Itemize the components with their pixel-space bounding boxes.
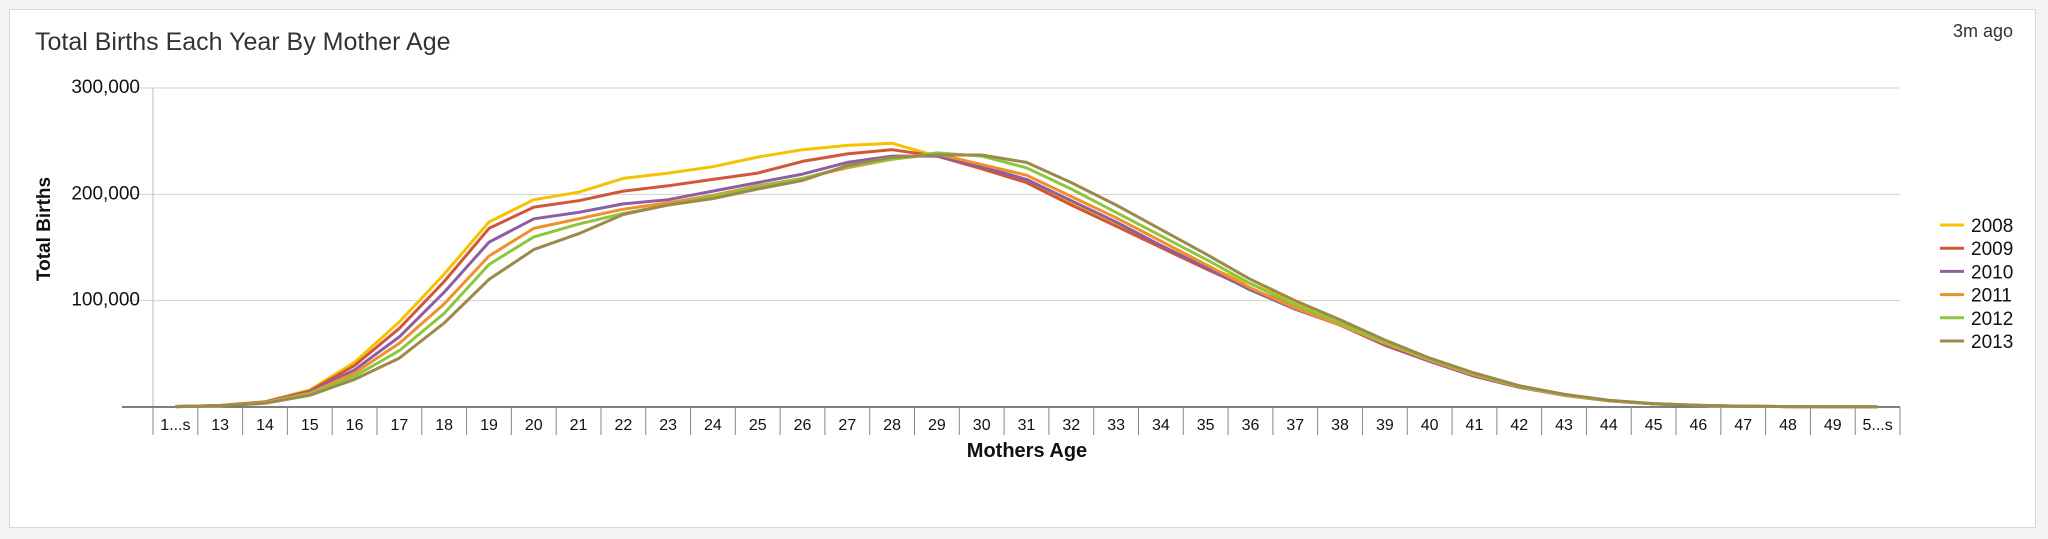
chart-panel: Total Births Each Year By Mother Age 3m … bbox=[9, 9, 2036, 528]
x-tick-label: 48 bbox=[1779, 417, 1797, 434]
x-tick-label: 43 bbox=[1555, 417, 1573, 434]
series-line-2012 bbox=[175, 151, 1878, 409]
x-tick-label: 35 bbox=[1197, 417, 1215, 434]
y-tick-label: 200,000 bbox=[71, 183, 140, 204]
x-tick-label: 27 bbox=[838, 417, 856, 434]
x-tick-label: 34 bbox=[1152, 417, 1170, 434]
series-line-2010 bbox=[175, 154, 1878, 409]
chart-title: Total Births Each Year By Mother Age bbox=[35, 28, 451, 56]
x-tick-label: 41 bbox=[1466, 417, 1484, 434]
y-tick-label: 300,000 bbox=[71, 77, 140, 98]
x-tick-label: 17 bbox=[390, 417, 408, 434]
x-tick-label: 33 bbox=[1107, 417, 1125, 434]
x-tick-label: 29 bbox=[928, 417, 946, 434]
legend-label-2010: 2010 bbox=[1971, 262, 2013, 283]
x-tick-label: 44 bbox=[1600, 417, 1618, 434]
x-tick-label: 14 bbox=[256, 417, 274, 434]
last-updated-timestamp: 3m ago bbox=[1952, 21, 2013, 41]
x-tick-label: 21 bbox=[570, 417, 588, 434]
x-tick-label: 37 bbox=[1286, 417, 1304, 434]
x-tick-label: 22 bbox=[614, 417, 632, 434]
series-line-2013 bbox=[175, 153, 1878, 409]
x-tick-label: 31 bbox=[1018, 417, 1036, 434]
x-tick-label: 18 bbox=[435, 417, 453, 434]
x-tick-label: 32 bbox=[1062, 417, 1080, 434]
series-line-2011 bbox=[175, 152, 1878, 409]
x-tick-label: 39 bbox=[1376, 417, 1394, 434]
x-tick-label: 40 bbox=[1421, 417, 1439, 434]
x-tick-label: 38 bbox=[1331, 417, 1349, 434]
x-tick-label: 13 bbox=[211, 417, 229, 434]
legend-label-2011: 2011 bbox=[1971, 286, 2012, 307]
x-tick-label: 45 bbox=[1645, 417, 1663, 434]
x-tick-label: 47 bbox=[1734, 417, 1752, 434]
x-tick-label: 19 bbox=[480, 417, 498, 434]
x-axis-title: Mothers Age bbox=[967, 440, 1087, 462]
x-tick-label: 15 bbox=[301, 417, 319, 434]
y-tick-label: 100,000 bbox=[71, 290, 140, 311]
legend-label-2012: 2012 bbox=[1971, 309, 2013, 330]
x-tick-label: 26 bbox=[794, 417, 812, 434]
legend-label-2008: 2008 bbox=[1971, 216, 2013, 237]
x-tick-label: 16 bbox=[346, 417, 364, 434]
x-tick-label: 42 bbox=[1510, 417, 1528, 434]
x-tick-label: 25 bbox=[749, 417, 767, 434]
x-tick-label: 5...s bbox=[1862, 417, 1892, 434]
legend-label-2013: 2013 bbox=[1971, 332, 2013, 353]
x-tick-label: 28 bbox=[883, 417, 901, 434]
x-tick-label: 30 bbox=[973, 417, 991, 434]
x-tick-label: 36 bbox=[1242, 417, 1260, 434]
legend-label-2009: 2009 bbox=[1971, 239, 2013, 260]
y-axis-title: Total Births bbox=[34, 177, 55, 281]
x-tick-label: 24 bbox=[704, 417, 722, 434]
x-tick-label: 46 bbox=[1690, 417, 1708, 434]
x-tick-label: 23 bbox=[659, 417, 677, 434]
x-tick-label: 49 bbox=[1824, 417, 1842, 434]
x-tick-label: 1...s bbox=[160, 417, 190, 434]
series-line-2009 bbox=[175, 148, 1878, 409]
x-tick-label: 20 bbox=[525, 417, 543, 434]
